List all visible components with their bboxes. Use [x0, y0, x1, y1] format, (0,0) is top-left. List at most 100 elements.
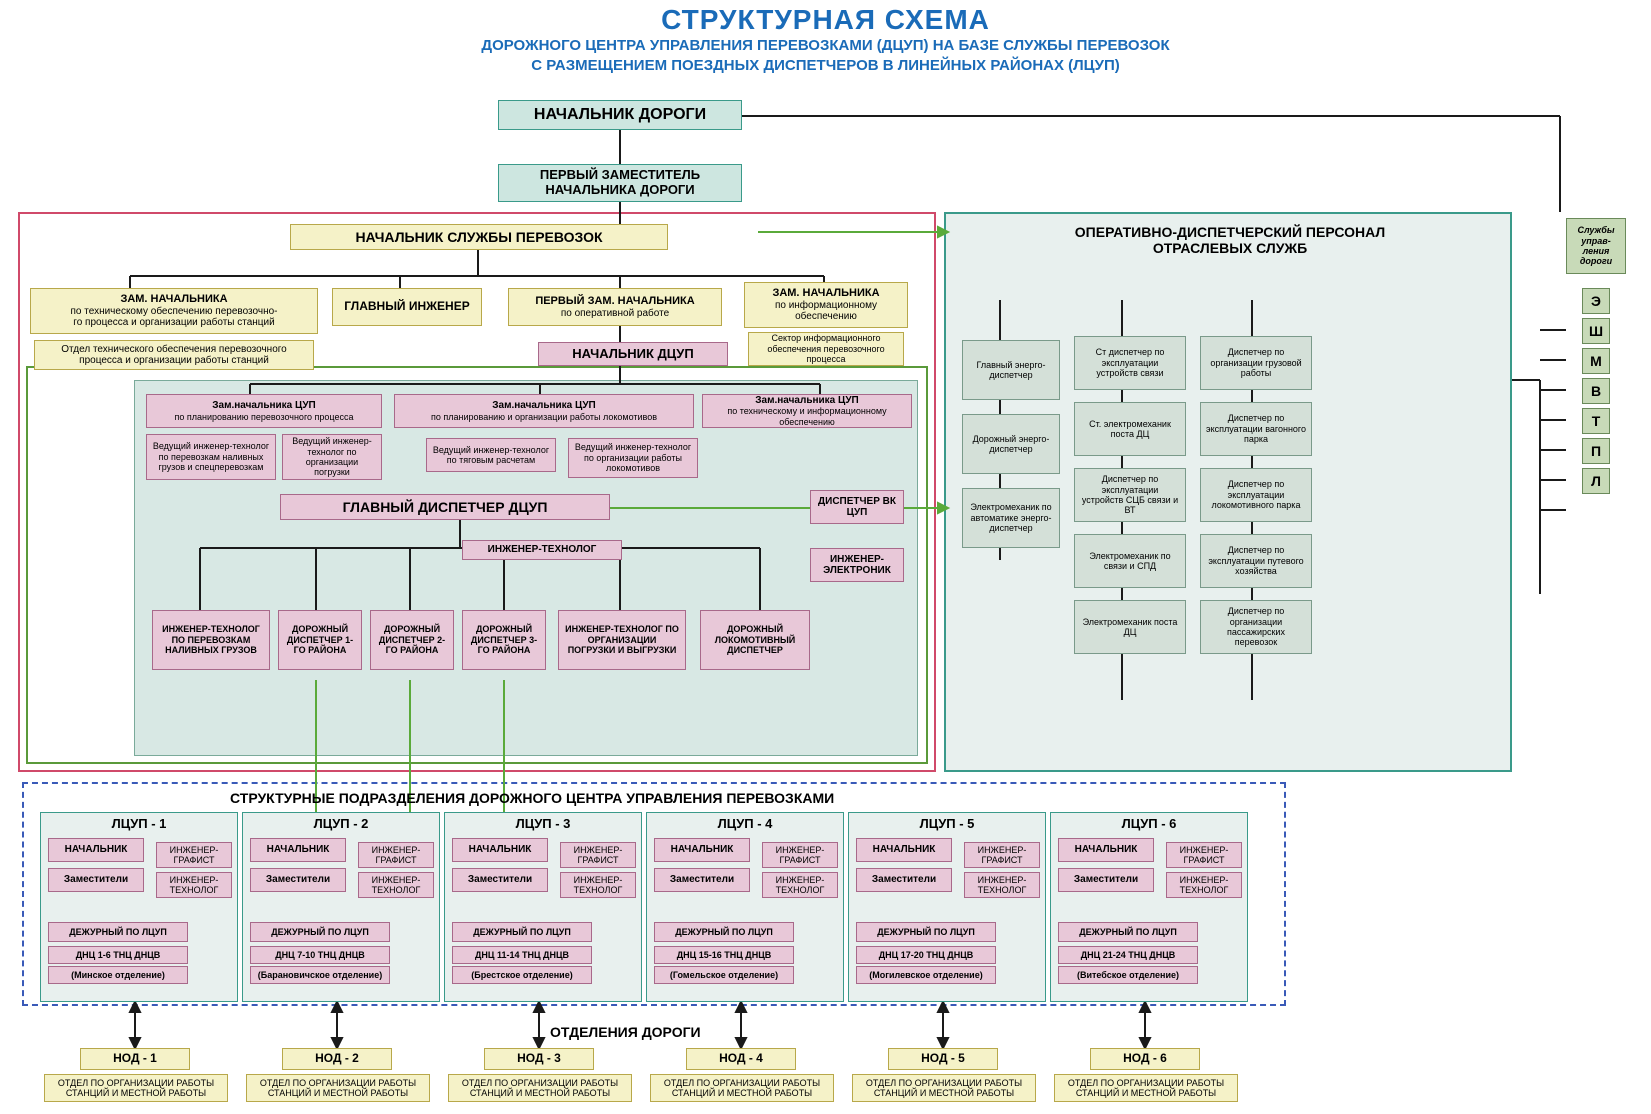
nod-2: НОД - 3 [484, 1048, 594, 1070]
lcup-1-box: НАЧАЛЬНИК [250, 838, 346, 862]
zam2-l2: по информационному [775, 300, 877, 312]
zam-cup1-l2: по планированию перевозочного процесса [175, 412, 354, 422]
lcup-0-box: Заместители [48, 868, 144, 892]
lcup-3-box: (Гомельское отделение) [654, 966, 794, 984]
box-r5-4: ИНЖЕНЕР-ТЕХНОЛОГ ПО ОРГАНИЗАЦИИ ПОГРУЗКИ… [558, 610, 686, 670]
lcup-title-1: ЛЦУП - 2 [242, 816, 440, 831]
box-head-of-road: НАЧАЛЬНИК ДОРОГИ [498, 100, 742, 130]
lcup-4-box: (Могилевское отделение) [856, 966, 996, 984]
lcup-3-box: ДНЦ 15-16 ТНЦ ДНЦВ [654, 946, 794, 964]
nod-3: НОД - 4 [686, 1048, 796, 1070]
nod-0: НОД - 1 [80, 1048, 190, 1070]
nod-sub-5: ОТДЕЛ ПО ОРГАНИЗАЦИИ РАБОТЫ СТАНЦИЙ И МЕ… [1054, 1074, 1238, 1102]
right-header: ОПЕРАТИВНО-ДИСПЕТЧЕРСКИЙ ПЕРСОНАЛ ОТРАСЛ… [960, 224, 1500, 256]
lcup-5-box: ДЕЖУРНЫЙ ПО ЛЦУП [1058, 922, 1198, 942]
right-col2-1: Ст. электромеханик поста ДЦ [1074, 402, 1186, 456]
lcup-5-box: ДНЦ 21-24 ТНЦ ДНЦВ [1058, 946, 1198, 964]
first-deputy-l1: ПЕРВЫЙ ЗАМЕСТИТЕЛЬ [540, 168, 700, 183]
right-col3-1: Диспетчер по эксплуатации вагонного парк… [1200, 402, 1312, 456]
lcup-title-4: ЛЦУП - 5 [848, 816, 1046, 831]
nod-4: НОД - 5 [888, 1048, 998, 1070]
otd-header: ОТДЕЛЕНИЯ ДОРОГИ [550, 1024, 701, 1040]
box-zam2: ЗАМ. НАЧАЛЬНИКА по информационному обесп… [744, 282, 908, 328]
nod-sub-2: ОТДЕЛ ПО ОРГАНИЗАЦИИ РАБОТЫ СТАНЦИЙ И МЕ… [448, 1074, 632, 1102]
lcup-1-box: ДНЦ 7-10 ТНЦ ДНЦВ [250, 946, 390, 964]
box-ved4: Ведущий инженер-технолог по организации … [568, 438, 698, 478]
box-eng-el: ИНЖЕНЕР-ЭЛЕКТРОНИК [810, 548, 904, 582]
zam1-l3: го процесса и организации работы станций [73, 317, 274, 329]
box-first-zam: ПЕРВЫЙ ЗАМ. НАЧАЛЬНИКА по оперативной ра… [508, 288, 722, 326]
right-col2-4: Электромеханик поста ДЦ [1074, 600, 1186, 654]
lcup-5-box: НАЧАЛЬНИК [1058, 838, 1154, 862]
zam-cup2-l2: по планированию и организации работы лок… [431, 412, 657, 422]
box-zam-cup2: Зам.начальника ЦУП по планированию и орг… [394, 394, 694, 428]
nod-1: НОД - 2 [282, 1048, 392, 1070]
lcup-0-box: (Минское отделение) [48, 966, 188, 984]
lcup-4-box: ДНЦ 17-20 ТНЦ ДНЦВ [856, 946, 996, 964]
lcup-2-box: Заместители [452, 868, 548, 892]
lcup-1-box: Заместители [250, 868, 346, 892]
zam1-l2: по техническому обеспечению перевозочно- [71, 306, 278, 318]
box-r5-5: ДОРОЖНЫЙ ЛОКОМОТИВНЫЙ ДИСПЕТЧЕР [700, 610, 810, 670]
box-ved1: Ведущий инженер-технолог по перевозкам н… [146, 434, 276, 480]
box-ved3: Ведущий инженер-технолог по тяговым расч… [426, 438, 556, 472]
lcup-2-box: ДНЦ 11-14 ТНЦ ДНЦВ [452, 946, 592, 964]
zam2-l1: ЗАМ. НАЧАЛЬНИКА [772, 287, 879, 300]
zam-cup3-l2: по техническому и информационному обеспе… [708, 406, 906, 427]
right-col2-0: Ст диспетчер по эксплуатации устройств с… [1074, 336, 1186, 390]
subtitle-1: ДОРОЖНОГО ЦЕНТРА УПРАВЛЕНИЯ ПЕРЕВОЗКАМИ … [0, 36, 1651, 56]
right-col1-1: Дорожный энерго-диспетчер [962, 414, 1060, 474]
box-r5-1: ДОРОЖНЫЙ ДИСПЕТЧЕР 1-ГО РАЙОНА [278, 610, 362, 670]
right-col3-0: Диспетчер по организации грузовой работы [1200, 336, 1312, 390]
right-col1-0: Главный энерго-диспетчер [962, 340, 1060, 400]
lcup-1-box: ИНЖЕНЕР-ТЕХНОЛОГ [358, 872, 434, 898]
box-main-disp: ГЛАВНЫЙ ДИСПЕТЧЕР ДЦУП [280, 494, 610, 520]
right-h2: ОТРАСЛЕВЫХ СЛУЖБ [1153, 240, 1307, 256]
lcup-2-box: ИНЖЕНЕР-ТЕХНОЛОГ [560, 872, 636, 898]
sidebar-letter-Т: Т [1582, 408, 1610, 434]
lcup-1-box: ИНЖЕНЕР-ГРАФИСТ [358, 842, 434, 868]
right-col3-4: Диспетчер по организации пассажирских пе… [1200, 600, 1312, 654]
lcup-4-box: ИНЖЕНЕР-ГРАФИСТ [964, 842, 1040, 868]
box-disp-vk: ДИСПЕТЧЕР ВК ЦУП [810, 490, 904, 524]
box-zam1-sub: Отдел технического обеспечения перевозоч… [34, 340, 314, 370]
nod-sub-1: ОТДЕЛ ПО ОРГАНИЗАЦИИ РАБОТЫ СТАНЦИЙ И МЕ… [246, 1074, 430, 1102]
right-h1: ОПЕРАТИВНО-ДИСПЕТЧЕРСКИЙ ПЕРСОНАЛ [1075, 224, 1385, 240]
lcup-3-box: НАЧАЛЬНИК [654, 838, 750, 862]
lcup-2-box: (Брестское отделение) [452, 966, 592, 984]
box-zam2-sub: Сектор информационного обеспечения перев… [748, 332, 904, 366]
box-dcup-head: НАЧАЛЬНИК ДЦУП [538, 342, 728, 366]
lcup-5-box: Заместители [1058, 868, 1154, 892]
lcup-4-box: ДЕЖУРНЫЙ ПО ЛЦУП [856, 922, 996, 942]
lcup-0-box: ИНЖЕНЕР-ТЕХНОЛОГ [156, 872, 232, 898]
lcup-5-box: (Витебское отделение) [1058, 966, 1198, 984]
zam2-l3: обеспечению [795, 311, 857, 323]
right-col3-3: Диспетчер по эксплуатации путевого хозяй… [1200, 534, 1312, 588]
box-zam1: ЗАМ. НАЧАЛЬНИКА по техническому обеспече… [30, 288, 318, 334]
lcup-header: СТРУКТУРНЫЕ ПОДРАЗДЕЛЕНИЯ ДОРОЖНОГО ЦЕНТ… [230, 790, 834, 806]
right-col1-2: Электромеханик по автоматике энерго-дисп… [962, 488, 1060, 548]
right-col2-3: Электромеханик по связи и СПД [1074, 534, 1186, 588]
zam1-l1: ЗАМ. НАЧАЛЬНИКА [120, 293, 227, 306]
nod-sub-4: ОТДЕЛ ПО ОРГАНИЗАЦИИ РАБОТЫ СТАНЦИЙ И МЕ… [852, 1074, 1036, 1102]
zam-cup1-l1: Зам.начальника ЦУП [212, 400, 315, 412]
lcup-4-box: Заместители [856, 868, 952, 892]
lcup-3-box: Заместители [654, 868, 750, 892]
nod-sub-3: ОТДЕЛ ПО ОРГАНИЗАЦИИ РАБОТЫ СТАНЦИЙ И МЕ… [650, 1074, 834, 1102]
sidebar-letter-Л: Л [1582, 468, 1610, 494]
first-deputy-l2: НАЧАЛЬНИКА ДОРОГИ [545, 183, 694, 198]
lcup-2-box: НАЧАЛЬНИК [452, 838, 548, 862]
lcup-1-box: (Барановичское отделение) [250, 966, 390, 984]
title-main: СТРУКТУРНАЯ СХЕМА [0, 0, 1651, 36]
right-col2-2: Диспетчер по эксплуатации устройств СЦБ … [1074, 468, 1186, 522]
lcup-0-box: ИНЖЕНЕР-ГРАФИСТ [156, 842, 232, 868]
lcup-0-box: ДНЦ 1-6 ТНЦ ДНЦВ [48, 946, 188, 964]
lcup-3-box: ИНЖЕНЕР-ГРАФИСТ [762, 842, 838, 868]
first-zam-l2: по оперативной работе [561, 308, 669, 320]
box-ved2: Ведущий инженер-технолог по организации … [282, 434, 382, 480]
sidebar-letter-Э: Э [1582, 288, 1610, 314]
lcup-0-box: НАЧАЛЬНИК [48, 838, 144, 862]
lcup-3-box: ДЕЖУРНЫЙ ПО ЛЦУП [654, 922, 794, 942]
box-first-deputy: ПЕРВЫЙ ЗАМЕСТИТЕЛЬ НАЧАЛЬНИКА ДОРОГИ [498, 164, 742, 202]
lcup-title-5: ЛЦУП - 6 [1050, 816, 1248, 831]
